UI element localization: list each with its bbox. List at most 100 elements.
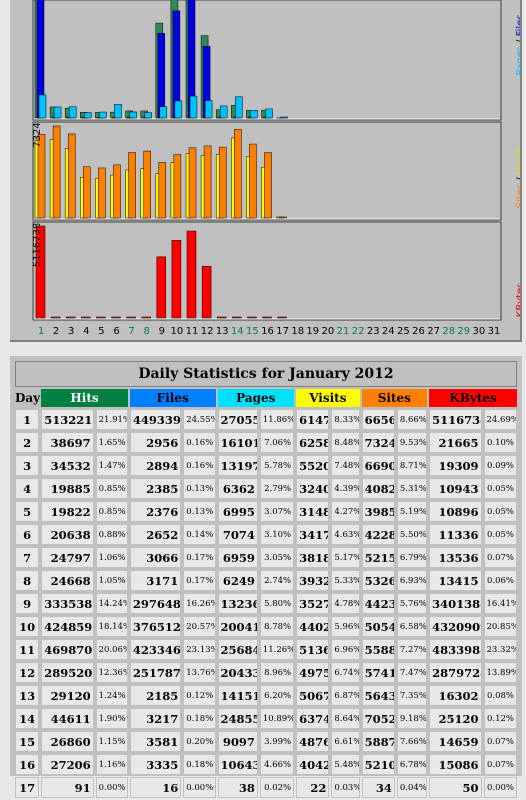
value-cell: 16101 [218, 432, 258, 453]
pages-bar [115, 104, 122, 118]
kbytes-bar [96, 317, 105, 318]
percent-cell: 6.61% [331, 731, 359, 752]
percent-cell: 12.36% [96, 662, 128, 683]
day-cell: 13 [15, 685, 39, 706]
value-cell: 19309 [429, 455, 481, 476]
percent-cell: 2.79% [260, 478, 294, 499]
value-cell: 3066 [130, 547, 181, 568]
files-bar [158, 33, 165, 118]
value-cell: 6656 [362, 409, 395, 430]
value-cell: 4833988 [429, 639, 481, 660]
value-cell: 26860 [41, 731, 93, 752]
percent-cell: 6.58% [397, 616, 427, 637]
percent-cell: 5.19% [397, 501, 427, 522]
kbytes-bar [278, 317, 287, 318]
percent-cell: 0.05% [484, 501, 517, 522]
kbytes-bar [247, 317, 256, 318]
percent-cell: 1.47% [96, 455, 128, 476]
percent-cell: 9.18% [397, 708, 427, 729]
kbytes-bar [187, 231, 196, 318]
value-cell: 38697 [41, 432, 93, 453]
percent-cell: 7.47% [397, 662, 427, 683]
percent-cell: 4.66% [260, 754, 294, 775]
sites-bar [249, 144, 256, 218]
pages-bar [235, 97, 242, 118]
value-cell: 5210 [362, 754, 395, 775]
value-cell: 10643 [218, 754, 258, 775]
header-hits: Hits [41, 389, 128, 407]
value-cell: 2376 [130, 501, 181, 522]
value-cell: 513221 [41, 409, 93, 430]
value-cell: 13197 [218, 455, 258, 476]
percent-cell: 0.09% [484, 455, 517, 476]
percent-cell: 7.27% [397, 639, 427, 660]
pages-bar [281, 117, 288, 118]
value-cell: 2956 [130, 432, 181, 453]
value-cell: 6995 [218, 501, 258, 522]
x-tick-label: 9 [159, 326, 165, 337]
percent-cell: 2.74% [260, 570, 294, 591]
sites-bar [265, 153, 272, 218]
percent-cell: 0.16% [183, 432, 215, 453]
value-cell: 5054 [362, 616, 395, 637]
percent-cell: 1.15% [96, 731, 128, 752]
value-cell: 16302 [429, 685, 481, 706]
x-tick-label: 3 [68, 326, 74, 337]
percent-cell: 5.50% [397, 524, 427, 545]
sites-bar [174, 155, 181, 218]
value-cell: 10896 [429, 501, 481, 522]
value-cell: 6258 [296, 432, 329, 453]
value-cell: 5116738 [429, 409, 481, 430]
value-cell: 21665 [429, 432, 481, 453]
percent-cell: 8.96% [260, 662, 294, 683]
pages-bar [54, 107, 61, 118]
percent-cell: 1.24% [96, 685, 128, 706]
percent-cell: 5.48% [331, 754, 359, 775]
day-cell: 8 [15, 570, 39, 591]
kbytes-bar [51, 317, 60, 318]
x-tick-label: 27 [427, 326, 440, 337]
sites-bar [234, 129, 241, 218]
percent-cell: 0.14% [183, 524, 215, 545]
x-tick-label: 19 [306, 326, 319, 337]
x-tick-label: 4 [83, 326, 89, 337]
value-cell: 469870 [41, 639, 93, 660]
value-cell: 4876 [296, 731, 329, 752]
x-tick-label: 13 [216, 326, 229, 337]
percent-cell: 20.57% [183, 616, 215, 637]
value-cell: 13536 [429, 547, 481, 568]
side-label-kbytes: KBytes [515, 283, 520, 318]
sites-bar [280, 217, 287, 218]
percent-cell: 20.06% [96, 639, 128, 660]
value-cell: 5326 [362, 570, 395, 591]
x-tick-label: 21 [337, 326, 350, 337]
sites-bar [129, 152, 136, 218]
panel-frame-1 [33, 0, 501, 120]
value-cell: 19885 [41, 478, 93, 499]
value-cell: 27206 [41, 754, 93, 775]
day-cell: 12 [15, 662, 39, 683]
percent-cell: 20.85% [484, 616, 517, 637]
header-kbytes: KBytes [429, 389, 517, 407]
percent-cell: 0.12% [183, 685, 215, 706]
percent-cell: 0.18% [183, 754, 215, 775]
x-tick-label: 14 [231, 326, 244, 337]
value-cell: 14151 [218, 685, 258, 706]
value-cell: 6959 [218, 547, 258, 568]
percent-cell: 0.05% [484, 524, 517, 545]
x-tick-label: 18 [291, 326, 304, 337]
percent-cell: 0.85% [96, 501, 128, 522]
y-label-sites: 7324 [32, 122, 43, 147]
value-cell: 4320909 [429, 616, 481, 637]
value-cell: 5887 [362, 731, 395, 752]
percent-cell: 16.26% [183, 593, 215, 614]
percent-cell: 18.14% [96, 616, 128, 637]
percent-cell: 1.05% [96, 570, 128, 591]
percent-cell: 3.99% [260, 731, 294, 752]
percent-cell: 9.53% [397, 432, 427, 453]
x-tick-label: 30 [473, 326, 486, 337]
